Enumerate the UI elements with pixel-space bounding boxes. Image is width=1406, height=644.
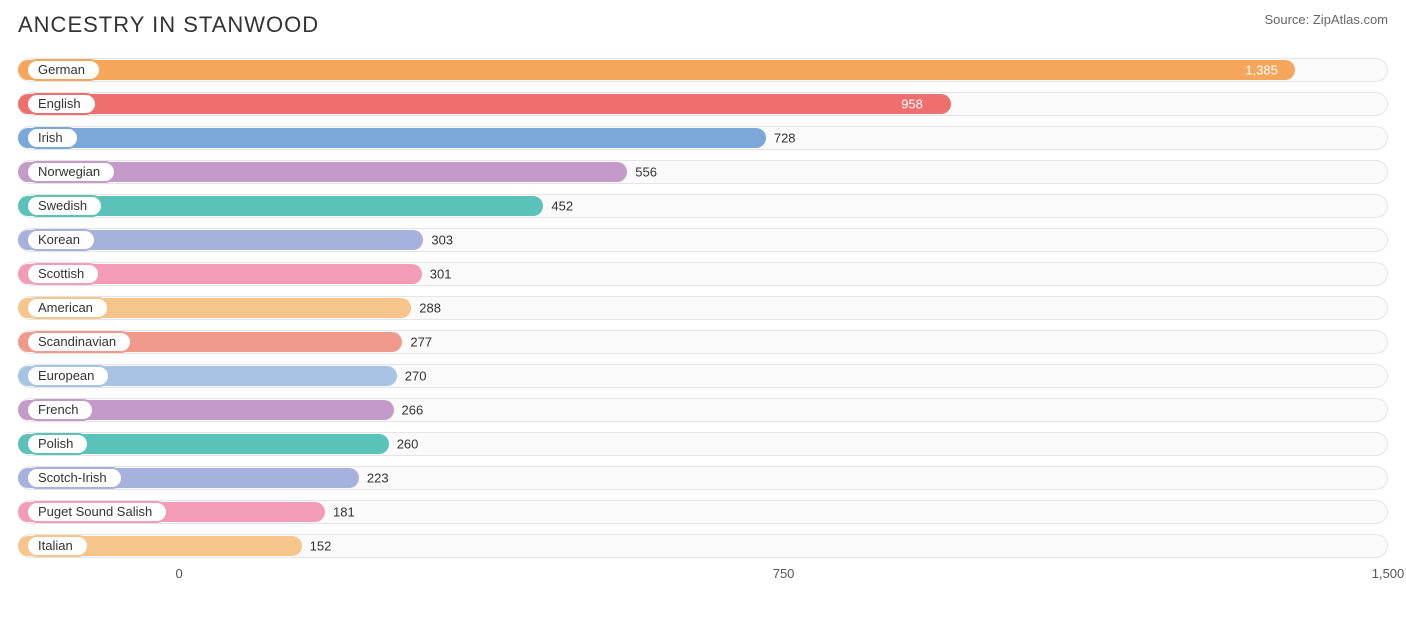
bar-fill [18,60,1295,80]
bar-category-pill: Norwegian [26,161,116,183]
bar-value-label: 728 [774,131,796,146]
bar-value-label: 288 [419,301,441,316]
bar-value-label: 301 [430,267,452,282]
bar-category-pill: Scandinavian [26,331,132,353]
bar-category-pill: Scottish [26,263,100,285]
chart-source: Source: ZipAtlas.com [1264,12,1388,27]
bar-row: Scandinavian 277 [18,328,1388,356]
bar-category-pill: French [26,399,94,421]
bar-row: Scotch-Irish 223 [18,464,1388,492]
bar-fill [18,94,951,114]
bar-row: European 270 [18,362,1388,390]
chart-title: ANCESTRY IN STANWOOD [18,12,319,38]
bar-row: Irish 728 [18,124,1388,152]
bar-value-label: 266 [402,403,424,418]
chart-header: ANCESTRY IN STANWOOD Source: ZipAtlas.co… [18,12,1388,38]
bar-category-pill: German [26,59,101,81]
bar-value-label: 556 [635,165,657,180]
bar-category-pill: Swedish [26,195,103,217]
chart-x-axis: 07501,500 [18,566,1388,592]
bar-value-label: 958 [901,97,923,112]
bar-category-pill: Korean [26,229,96,251]
bar-value-label: 1,385 [1245,63,1278,78]
bar-category-pill: Polish [26,433,89,455]
bar-category-pill: European [26,365,110,387]
axis-tick: 1,500 [1372,566,1405,581]
bar-value-label: 181 [333,505,355,520]
bar-fill [18,128,766,148]
bar-row: Korean 303 [18,226,1388,254]
bar-row: Scottish 301 [18,260,1388,288]
bar-value-label: 260 [397,437,419,452]
bar-row: Norwegian 556 [18,158,1388,186]
bar-value-label: 452 [551,199,573,214]
bar-category-pill: Italian [26,535,89,557]
bar-value-label: 277 [410,335,432,350]
bar-row: English 958 [18,90,1388,118]
bar-value-label: 303 [431,233,453,248]
bar-row: Italian 152 [18,532,1388,560]
bar-row: German 1,385 [18,56,1388,84]
axis-tick: 750 [773,566,795,581]
bar-row: Puget Sound Salish 181 [18,498,1388,526]
ancestry-chart: ANCESTRY IN STANWOOD Source: ZipAtlas.co… [0,0,1406,602]
bar-row: French 266 [18,396,1388,424]
bar-category-pill: Irish [26,127,79,149]
bar-row: Polish 260 [18,430,1388,458]
bar-value-label: 152 [310,539,332,554]
bar-value-label: 223 [367,471,389,486]
bar-row: Swedish 452 [18,192,1388,220]
bar-category-pill: Puget Sound Salish [26,501,168,523]
chart-plot-area: German 1,385 English 958 Irish 728 Norwegian 55… [18,56,1388,560]
bar-row: American 288 [18,294,1388,322]
axis-tick: 0 [176,566,183,581]
bar-category-pill: English [26,93,97,115]
bar-category-pill: American [26,297,109,319]
bar-value-label: 270 [405,369,427,384]
bar-category-pill: Scotch-Irish [26,467,123,489]
